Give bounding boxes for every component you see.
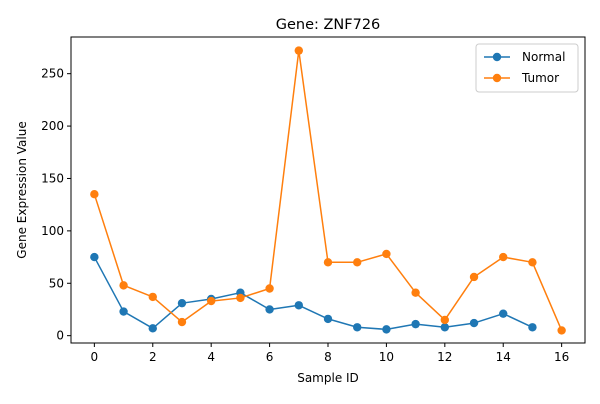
- tumor-data-point: [528, 258, 537, 267]
- legend-marker-tumor: [492, 73, 502, 83]
- normal-data-point: [148, 324, 157, 333]
- x-tick-label: 4: [207, 350, 215, 364]
- x-tick-label: 14: [496, 350, 511, 364]
- normal-data-point: [411, 319, 420, 329]
- tumor-data-point: [323, 258, 333, 267]
- x-tick-label: 2: [149, 350, 157, 364]
- x-tick-label: 8: [324, 350, 332, 364]
- normal-data-point: [90, 252, 99, 262]
- legend-label-normal: Normal: [522, 50, 565, 64]
- tumor-data-point: [148, 292, 157, 302]
- normal-data-point: [323, 314, 333, 324]
- tumor-data-point: [440, 315, 450, 325]
- normal-data-point: [440, 323, 450, 332]
- normal-data-point: [528, 323, 537, 332]
- x-tick-label: 6: [266, 350, 274, 364]
- tumor-data-point: [177, 317, 187, 327]
- tumor-data-point: [206, 296, 216, 306]
- chart-title: Gene: ZNF726: [276, 17, 381, 33]
- normal-data-point: [382, 325, 391, 334]
- axes-frame: [70, 36, 586, 344]
- tumor-data-point: [294, 46, 303, 55]
- x-tick-label: 10: [379, 350, 394, 364]
- normal-data-point: [353, 323, 362, 332]
- normal-data-point: [294, 301, 303, 310]
- tumor-data-point: [499, 252, 508, 262]
- y-tick-label: 250: [41, 67, 64, 81]
- tumor-data-point: [382, 249, 391, 259]
- series-layer: [90, 46, 566, 335]
- x-tick-label: 12: [437, 350, 452, 364]
- tumor-data-point: [353, 258, 362, 267]
- normal-data-point: [119, 307, 128, 316]
- y-tick-label: 100: [41, 224, 64, 238]
- x-tick-label: 16: [554, 350, 569, 364]
- tumor-data-point: [469, 272, 479, 282]
- normal-data-point: [177, 298, 187, 308]
- tumor-data-point: [119, 281, 128, 290]
- legend-label-tumor: Tumor: [521, 71, 559, 85]
- legend-marker-normal: [492, 52, 502, 62]
- normal-data-point: [499, 309, 508, 318]
- tumor-data-point: [557, 326, 566, 335]
- tumor-series-line: [93, 49, 563, 332]
- tumor-data-point: [236, 293, 245, 303]
- tumor-data-point: [90, 189, 99, 199]
- y-axis-label: Gene Expression Value: [15, 121, 29, 258]
- axis-ticks: 0 2 4 6 8 10 12 14 16 0 50 100 150 200 250: [41, 67, 569, 364]
- y-tick-label: 150: [41, 171, 64, 185]
- y-tick-label: 0: [56, 329, 64, 343]
- normal-data-point: [469, 318, 479, 328]
- y-tick-label: 200: [41, 119, 64, 133]
- legend-box: [475, 43, 579, 93]
- legend: Normal Tumor: [475, 43, 579, 93]
- normal-series-line: [93, 256, 534, 331]
- tumor-data-point: [265, 284, 274, 293]
- normal-data-point: [265, 305, 274, 314]
- x-axis-label: Sample ID: [297, 371, 359, 385]
- y-tick-label: 50: [49, 276, 64, 290]
- x-tick-label: 0: [91, 350, 99, 364]
- tumor-data-point: [411, 288, 420, 297]
